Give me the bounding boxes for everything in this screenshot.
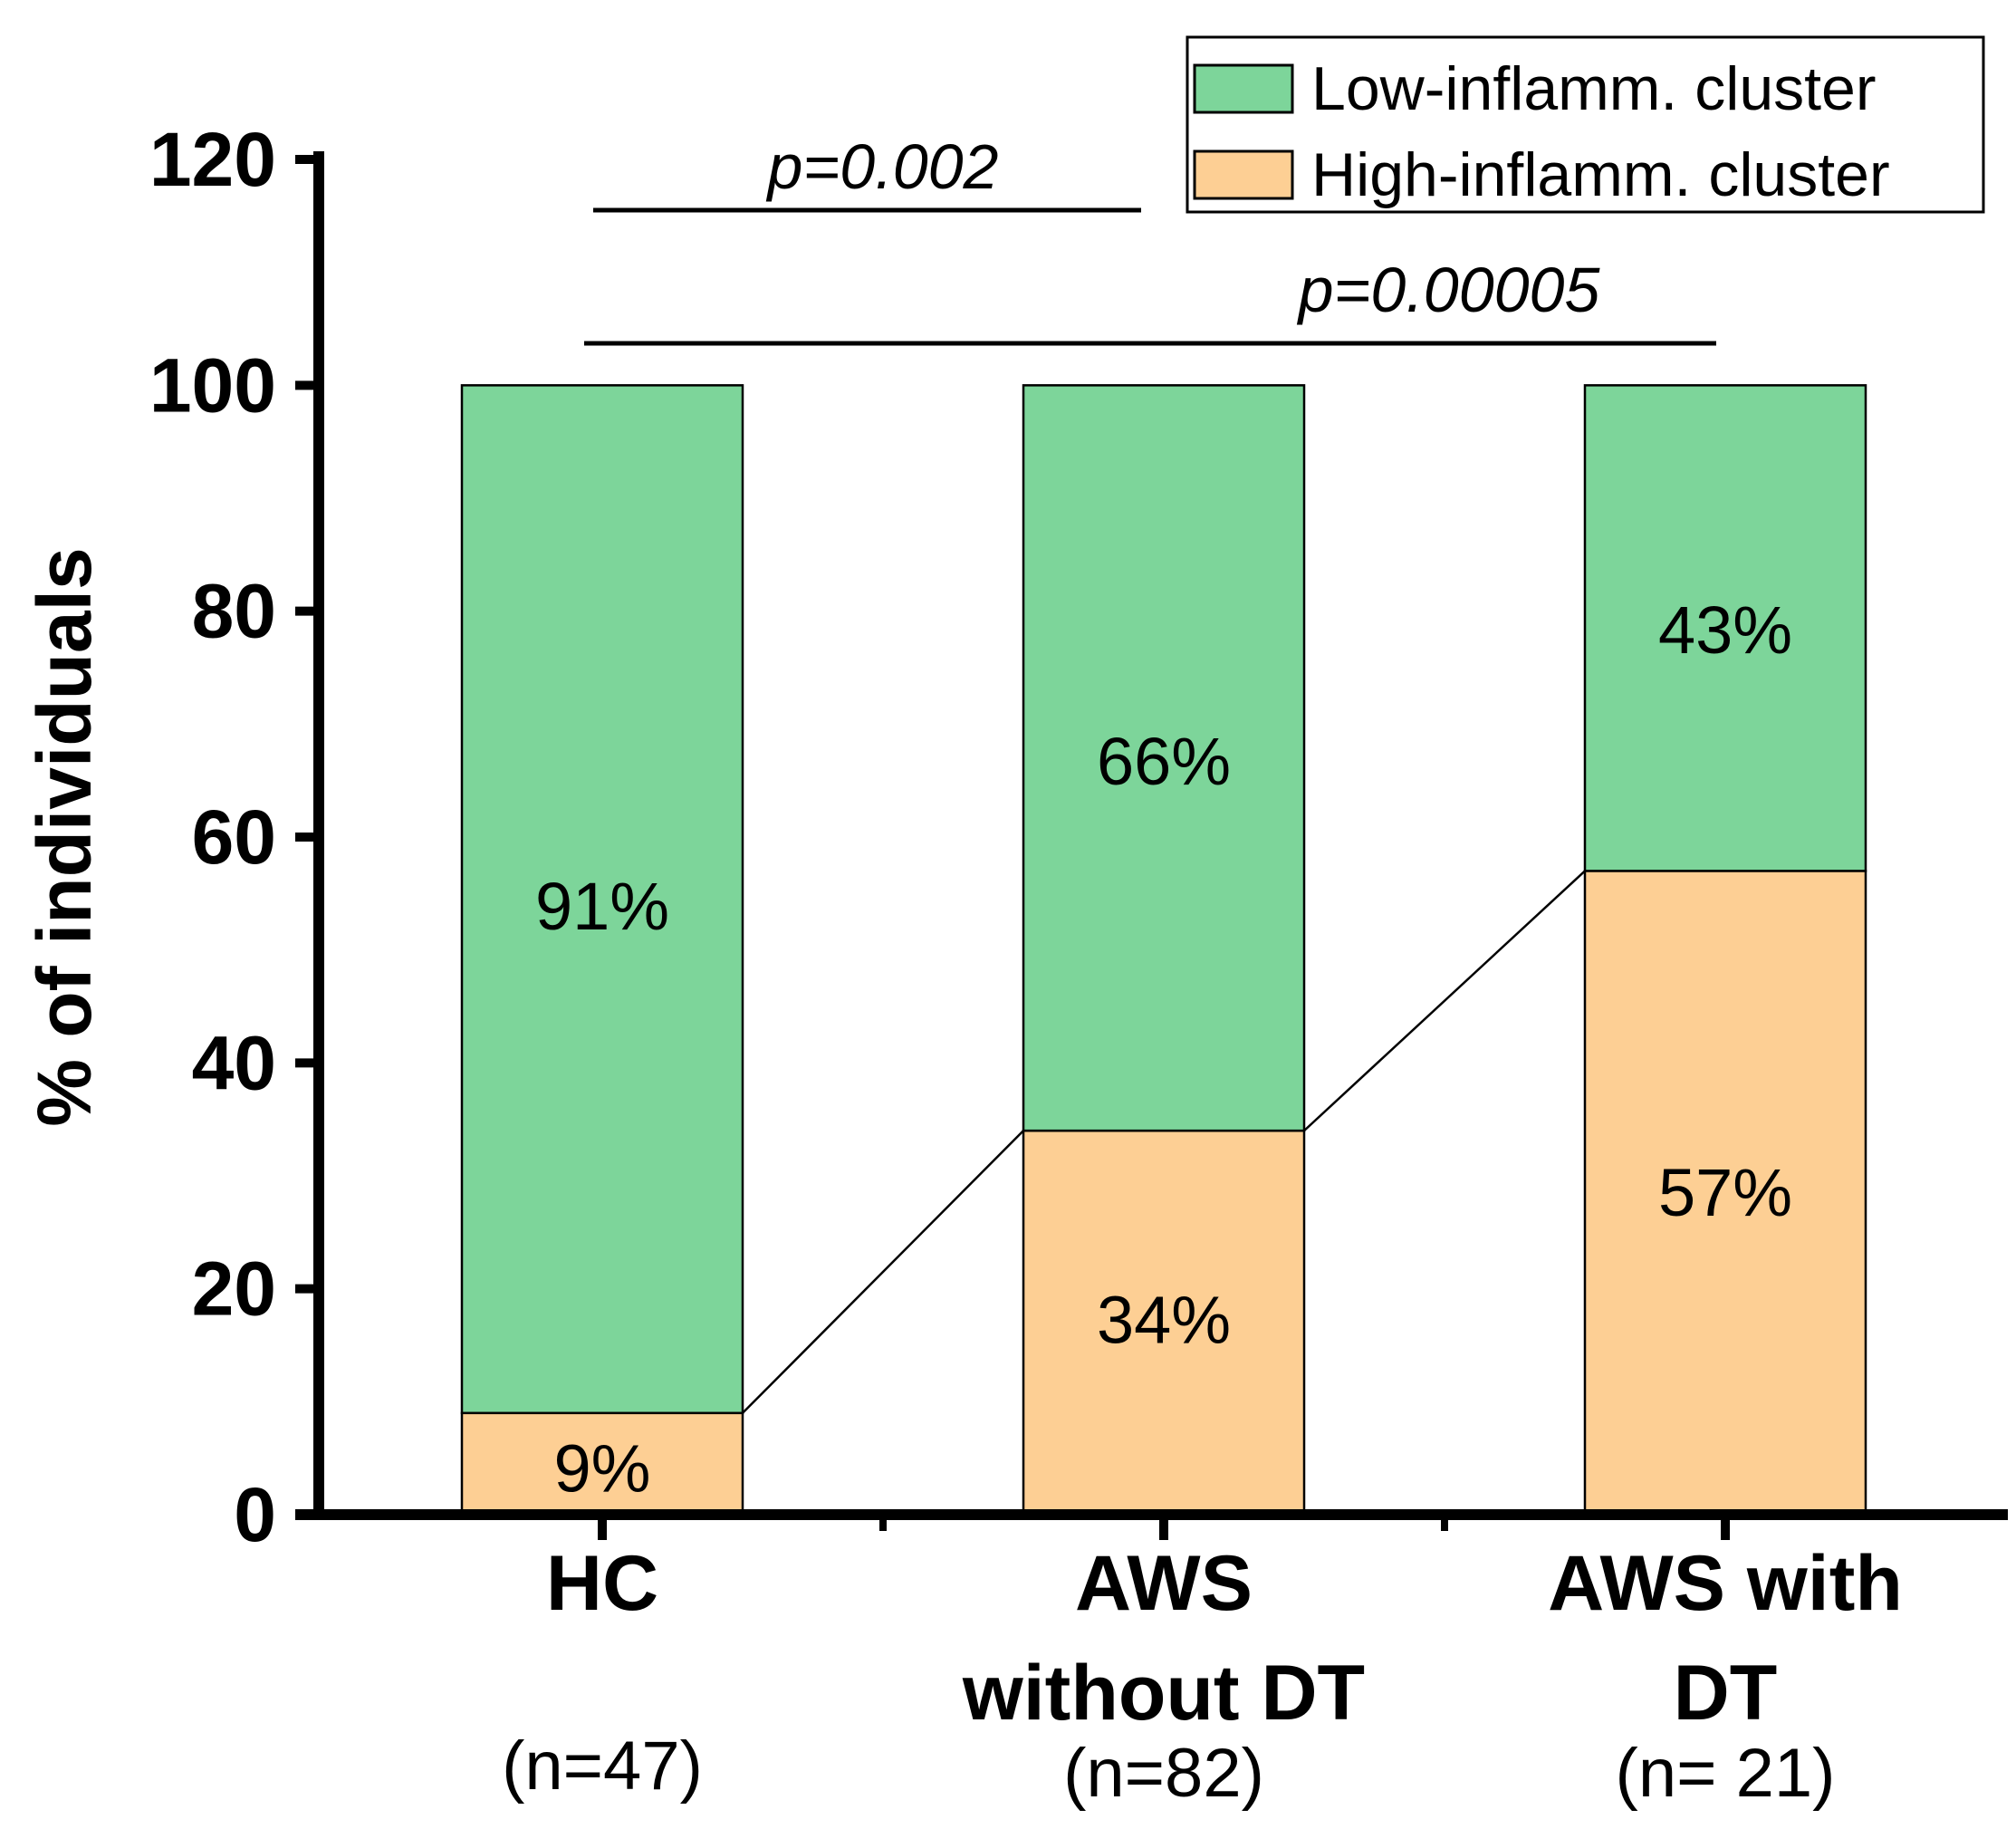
data-label-high-2: 34% xyxy=(1097,1283,1231,1358)
y-tick-label: 20 xyxy=(192,1247,276,1332)
y-tick-label: 0 xyxy=(234,1472,276,1557)
y-tick-label: 100 xyxy=(149,342,276,428)
data-label-high-1: 9% xyxy=(554,1430,651,1506)
bars-layer xyxy=(460,384,1867,1516)
y-axis-title: % of individuals xyxy=(22,547,107,1126)
y-tick-label: 80 xyxy=(192,569,276,654)
y-tick-label: 40 xyxy=(192,1020,276,1105)
significance-annotations: p=0.002 p=0.00005 xyxy=(584,131,1716,346)
legend-items: Low-inflamm. cluster High-inflamm. cluste… xyxy=(1193,54,1890,209)
category-labels: HC (n=47) AWS without DT(n=82) AWS with DT(n=… xyxy=(502,1540,1903,1812)
data-label-low-2: 66% xyxy=(1097,724,1231,799)
bar-segment-high-3 xyxy=(1583,870,1867,1516)
legend-swatch xyxy=(1193,63,1294,114)
x-category-label: without DT xyxy=(962,1650,1365,1737)
legend-label: High-inflamm. cluster xyxy=(1311,140,1890,209)
data-label-low-1: 91% xyxy=(535,869,669,944)
legend-label: Low-inflamm. cluster xyxy=(1311,54,1877,123)
y-tick-label: 60 xyxy=(192,794,276,880)
sample-size-label: (n=82) xyxy=(1063,1735,1264,1812)
connectors-layer xyxy=(742,870,1586,1414)
legend-box xyxy=(1186,35,1985,214)
segment-labels-layer: 9% 91% 34% 66% 57% 43% xyxy=(535,592,1792,1507)
x-category-label: HC xyxy=(546,1540,658,1627)
connector-line-1 xyxy=(742,1130,1024,1414)
y-tick-label: 120 xyxy=(149,117,276,202)
p-value-label: p=0.00005 xyxy=(1297,255,1601,325)
legend: Low-inflamm. cluster High-inflamm. cluste… xyxy=(1186,35,1985,214)
x-category-label: AWS xyxy=(1075,1540,1253,1627)
bar-segment-low-2 xyxy=(1022,384,1306,1132)
sample-size-label: (n= 21) xyxy=(1616,1735,1836,1812)
x-category-label: DT xyxy=(1674,1650,1778,1737)
bar-segment-high-1 xyxy=(460,1411,744,1516)
x-category-label: AWS with xyxy=(1548,1540,1903,1627)
data-label-high-3: 57% xyxy=(1658,1155,1792,1230)
legend-swatch xyxy=(1193,149,1294,200)
y-ticks: 0 20 40 60 80 100 120 xyxy=(149,117,319,1557)
p-value-label: p=0.002 xyxy=(766,131,999,202)
sample-size-label: (n=47) xyxy=(502,1728,703,1805)
data-label-low-3: 43% xyxy=(1658,592,1792,668)
connector-line-2 xyxy=(1303,870,1586,1132)
bar-segment-low-3 xyxy=(1583,384,1867,872)
bar-segment-low-1 xyxy=(460,384,744,1415)
x-ticks xyxy=(598,1515,1730,1540)
